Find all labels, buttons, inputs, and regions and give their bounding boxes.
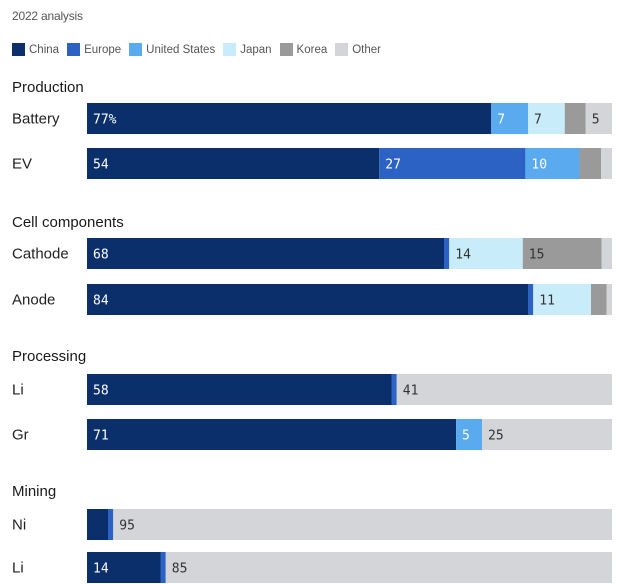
bar-segment-other (585, 103, 612, 134)
group-title: Cell components (12, 214, 124, 231)
data-label: 7 (534, 113, 542, 128)
legend-label: Korea (296, 43, 328, 56)
category-label: Battery (12, 111, 60, 128)
chart-subtitle: 2022 analysis (12, 9, 83, 23)
category-label: Gr (12, 427, 29, 444)
data-label: 25 (488, 429, 504, 444)
bar-segment-other (482, 419, 612, 450)
legend-item: Other (335, 43, 381, 56)
data-label: 10 (531, 158, 547, 173)
bar-segment-other (601, 238, 612, 269)
bar-segment-europe (379, 148, 526, 179)
bar-segment-china (87, 103, 492, 134)
category-label: Li (12, 560, 24, 577)
bar-segment-other (165, 552, 612, 583)
data-label: 58 (93, 384, 109, 399)
bar-segment-china (87, 238, 444, 269)
legend-item: Europe (67, 43, 121, 56)
data-label: 77% (93, 113, 117, 128)
data-label: 14 (455, 248, 471, 263)
data-label: 54 (93, 158, 109, 173)
legend-swatch (12, 43, 25, 56)
bar-segment-europe (528, 284, 534, 315)
group-title: Mining (12, 483, 56, 500)
bar-segment-china (87, 374, 392, 405)
data-label: 11 (539, 294, 555, 309)
legend-item: China (12, 43, 59, 56)
legend: China Europe United States Japan Korea Other (12, 43, 389, 56)
legend-item: Korea (279, 43, 328, 56)
data-label: 95 (119, 519, 135, 534)
data-label: 71 (93, 429, 109, 444)
category-label: EV (12, 156, 32, 173)
legend-item: United States (129, 43, 215, 56)
bar-segment-other (113, 509, 612, 540)
bar-segment-other (396, 374, 612, 405)
bar-segment-china (87, 148, 380, 179)
legend-label: Europe (84, 43, 122, 56)
legend-label: Other (352, 43, 381, 56)
bar-segment-china (87, 419, 457, 450)
bar-segment-korea (579, 148, 602, 179)
legend-swatch (67, 43, 81, 56)
bar-segment-japan (533, 284, 591, 315)
bar-segment-europe (160, 552, 166, 583)
bar-segment-china (87, 284, 528, 315)
data-label: 15 (529, 248, 545, 263)
legend-swatch (223, 43, 237, 56)
data-label: 27 (385, 158, 401, 173)
bar-segment-united-states (456, 419, 483, 450)
bar-segment-other (606, 284, 612, 315)
bar-segment-china (87, 509, 108, 540)
data-label: 5 (462, 429, 470, 444)
data-label: 7 (497, 113, 505, 128)
legend-label: United States (146, 43, 216, 56)
legend-item: Japan (223, 43, 272, 56)
bar-segment-korea (564, 103, 586, 134)
legend-label: China (29, 43, 60, 56)
bar-segment-europe (108, 509, 114, 540)
data-label: 84 (93, 294, 109, 309)
legend-label: Japan (240, 43, 272, 56)
data-label: 5 (592, 113, 600, 128)
category-label: Anode (12, 292, 55, 309)
category-label: Li (12, 382, 24, 399)
category-label: Cathode (12, 246, 69, 263)
data-label: 85 (172, 562, 188, 577)
bar-segment-united-states (491, 103, 528, 134)
group-title: Processing (12, 348, 86, 365)
data-label: 68 (93, 248, 109, 263)
bar-segment-europe (444, 238, 450, 269)
legend-swatch (129, 43, 143, 56)
legend-swatch (335, 43, 349, 56)
group-title: Production (12, 79, 84, 96)
bar-segment-korea (591, 284, 607, 315)
bar-segment-japan (449, 238, 523, 269)
bar-segment-europe (391, 374, 397, 405)
bar-segment-japan (528, 103, 565, 134)
data-label: 14 (93, 562, 109, 577)
bar-segment-united-states (525, 148, 580, 179)
category-label: Ni (12, 517, 26, 534)
bar-segment-other (601, 148, 612, 179)
bar-segment-korea (522, 238, 602, 269)
bar-segment-china (87, 552, 161, 583)
data-label: 41 (403, 384, 419, 399)
legend-swatch (279, 43, 293, 56)
